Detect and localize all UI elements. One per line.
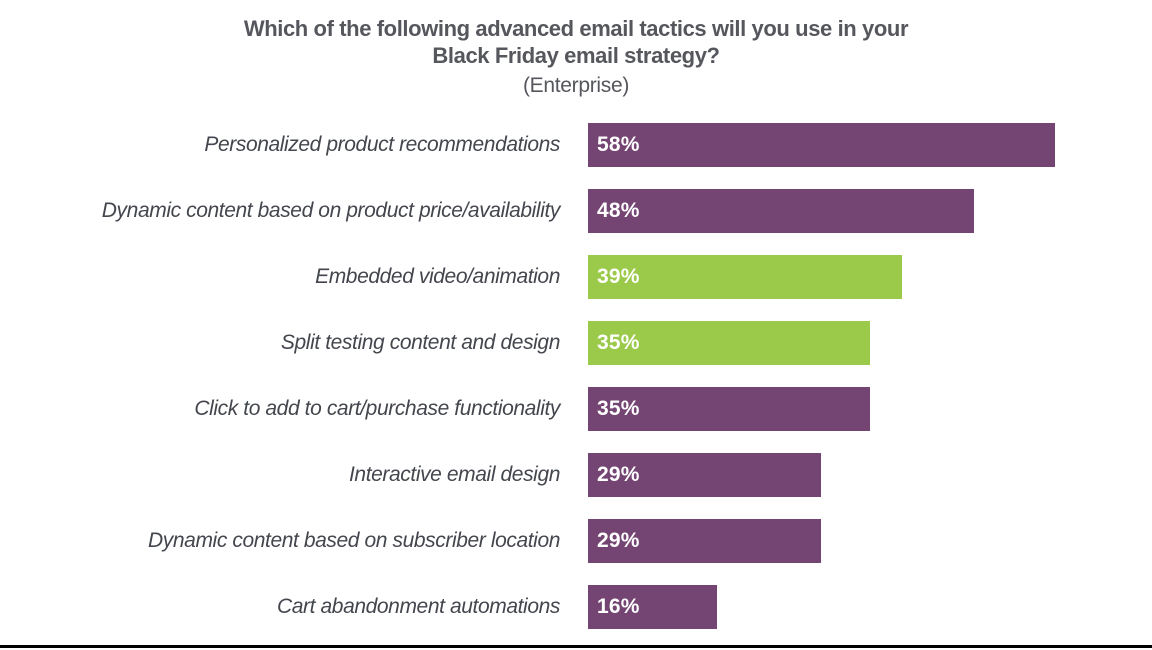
bar-value-label: 58% — [597, 133, 640, 156]
category-label: Dynamic content based on subscriber loca… — [148, 529, 560, 552]
bar: 39% — [588, 255, 902, 299]
bar-value-label: 35% — [597, 397, 640, 420]
bar: 29% — [588, 453, 821, 497]
chart-title-block: Which of the following advanced email ta… — [0, 15, 1152, 99]
bar-value-label: 35% — [597, 331, 640, 354]
bar: 35% — [588, 387, 870, 431]
bar-value-label: 16% — [597, 595, 640, 618]
bar-value-label: 29% — [597, 529, 640, 552]
bar-row: Dynamic content based on product price/a… — [0, 189, 1152, 233]
bar-row: Embedded video/animation 39% — [0, 255, 1152, 299]
bar-row: Click to add to cart/purchase functional… — [0, 387, 1152, 431]
bar-row: Dynamic content based on subscriber loca… — [0, 519, 1152, 563]
bar-chart: Personalized product recommendations 58% D… — [0, 123, 1152, 650]
chart-subtitle: (Enterprise) — [522, 74, 630, 97]
bar: 35% — [588, 321, 870, 365]
bar-value-label: 48% — [597, 199, 640, 222]
bar: 58% — [588, 123, 1055, 167]
chart-title-line-1: Which of the following advanced email ta… — [243, 16, 909, 41]
bar-row: Personalized product recommendations 58% — [0, 123, 1152, 167]
category-label: Interactive email design — [348, 463, 560, 486]
category-label: Dynamic content based on product price/a… — [101, 199, 561, 222]
bar-row: Interactive email design 29% — [0, 453, 1152, 497]
bar: 48% — [588, 189, 974, 233]
bar: 16% — [588, 585, 717, 629]
bar-value-label: 39% — [597, 265, 640, 288]
category-label: Personalized product recommendations — [204, 133, 560, 156]
bar-row: Split testing content and design 35% — [0, 321, 1152, 365]
category-label: Split testing content and design — [280, 331, 560, 354]
bar-value-label: 29% — [597, 463, 640, 486]
category-label: Embedded video/animation — [315, 265, 560, 288]
category-label: Click to add to cart/purchase functional… — [194, 397, 560, 420]
category-label: Cart abandonment automations — [277, 595, 560, 618]
bar: 29% — [588, 519, 821, 563]
bottom-rule — [0, 645, 1152, 648]
bar-row: Cart abandonment automations 16% — [0, 585, 1152, 629]
chart-title-line-2: Black Friday email strategy? — [432, 43, 720, 68]
